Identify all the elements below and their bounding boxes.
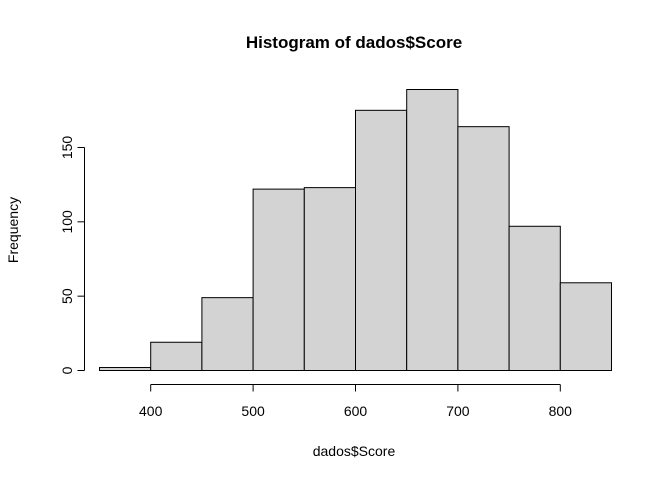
histogram-bar — [99, 367, 152, 372]
y-tick-label: 150 — [59, 136, 75, 160]
y-tick-label: 50 — [59, 288, 75, 304]
y-tick-label: 0 — [59, 366, 75, 374]
x-tick-label: 500 — [241, 403, 265, 419]
x-axis-label: dados$Score — [313, 443, 396, 459]
histogram-bar — [457, 126, 510, 371]
x-axis: 400 500 600 700 800 — [139, 384, 573, 419]
histogram-bar — [252, 188, 305, 371]
y-axis: 0 50 100 150 — [59, 136, 85, 374]
x-tick-label: 600 — [344, 403, 368, 419]
histogram-bar — [406, 89, 459, 371]
histogram-bar — [303, 187, 356, 371]
bars-group — [99, 89, 612, 372]
y-axis-label: Frequency — [5, 197, 21, 263]
y-tick-label: 100 — [59, 210, 75, 234]
x-tick-label: 400 — [139, 403, 163, 419]
histogram-bar — [508, 225, 561, 371]
histogram-bar — [150, 341, 203, 371]
histogram-bar — [559, 282, 612, 371]
x-tick-label: 800 — [549, 403, 573, 419]
histogram-bar — [355, 109, 408, 371]
histogram-bar — [201, 297, 254, 372]
chart-title: Histogram of dados$Score — [246, 33, 462, 52]
x-tick-label: 700 — [446, 403, 470, 419]
